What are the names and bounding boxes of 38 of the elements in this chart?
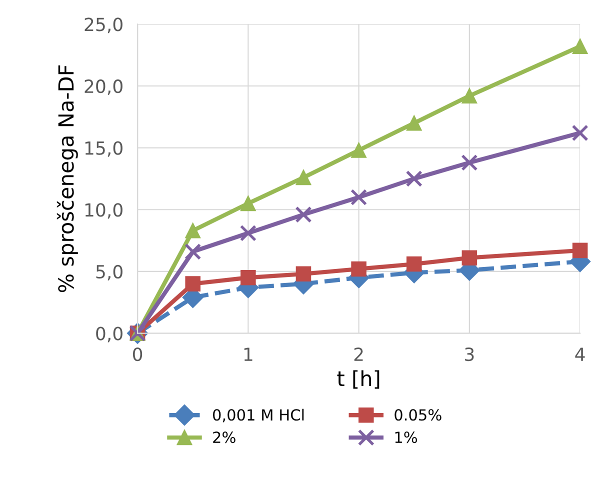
x-tick-label: 4 [575,348,585,361]
y-tick-label: 0,0 [96,326,122,342]
point [351,142,366,158]
legend-label: 1% [395,432,418,444]
point [240,224,257,242]
legend-label: 2% [213,432,236,444]
point [462,250,478,266]
point [184,243,202,260]
point [462,88,478,104]
point [185,223,200,238]
legend-label: 0.05% [394,409,442,421]
y-tick-label: 5,0 [96,264,122,280]
y-tick-label: 15,0 [85,141,122,157]
point [240,270,256,286]
point [240,196,256,212]
x-tick-label: 2 [354,347,363,361]
point [461,154,478,171]
y-tick-label: 25,0 [84,18,122,34]
point [295,206,312,223]
x-axis-title: t [h] [337,370,380,389]
point [296,266,312,282]
point [406,115,422,131]
point [350,188,368,206]
legend-label: 0,001 M HCl [213,408,304,422]
x-tick-label: 3 [465,347,474,362]
x-tick-label: 1 [244,348,252,361]
point [406,256,422,272]
y-tick-label: 10,0 [85,203,122,219]
point [572,38,588,54]
y-axis-title: % sproščenega Na-DF [56,65,78,292]
point [185,276,200,292]
point [572,242,588,258]
y-tick-label: 20,0 [84,79,122,95]
point [572,124,588,142]
point [406,170,422,188]
x-tick-label: 0 [132,347,142,362]
point [296,170,312,186]
point [351,261,366,277]
